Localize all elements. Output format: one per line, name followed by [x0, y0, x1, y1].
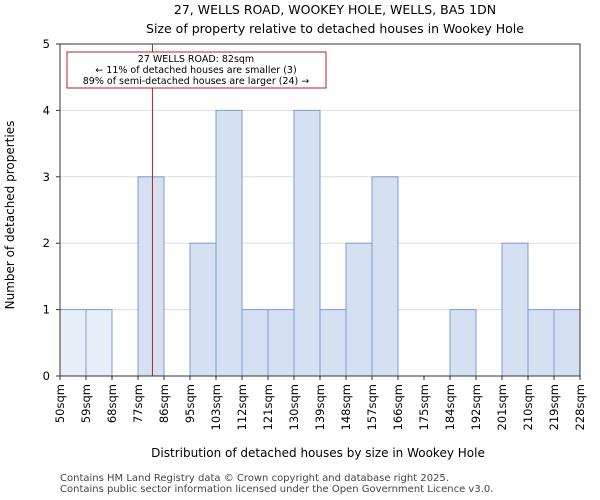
y-tick-label-0: 0	[43, 369, 50, 383]
bar-95sqm	[189, 242, 217, 377]
bars	[59, 109, 581, 377]
bar-59sqm	[85, 309, 113, 377]
x-tick-label-192sqm: 192sqm	[469, 384, 483, 430]
y-tick-label-3: 3	[43, 170, 50, 184]
x-axis-ticks: 50sqm 59sqm 68sqm 77sqm 86sqm 95sqm 103sqm 112s…	[53, 376, 587, 430]
bar-112sqm	[241, 309, 269, 377]
footer-line-2: Contains public sector information licen…	[60, 484, 494, 495]
x-tick-label-77sqm: 77sqm	[131, 384, 145, 423]
y-axis-label: Number of detached properties	[3, 121, 17, 310]
x-tick-label-95sqm: 95sqm	[183, 384, 197, 423]
x-tick-label-201sqm: 201sqm	[495, 384, 509, 430]
bar-121sqm	[267, 309, 295, 377]
bar-77sqm	[137, 176, 165, 377]
annotation-box: 27 WELLS ROAD: 82sqm ← 11% of detached h…	[66, 51, 327, 89]
bar-130sqm	[293, 109, 321, 377]
x-tick-label-157sqm: 157sqm	[365, 384, 379, 430]
x-tick-label-112sqm: 112sqm	[235, 384, 249, 430]
x-tick-label-175sqm: 175sqm	[417, 384, 431, 430]
x-tick-label-86sqm: 86sqm	[157, 384, 171, 423]
bar-219sqm	[553, 309, 581, 377]
x-tick-label-184sqm: 184sqm	[443, 384, 457, 430]
chart-subtitle: Size of property relative to detached ho…	[146, 21, 524, 36]
footer-line-1: Contains HM Land Registry data © Crown c…	[60, 473, 449, 484]
x-axis-label: Distribution of detached houses by size …	[151, 446, 485, 460]
bar-157sqm	[371, 176, 399, 377]
bar-201sqm	[501, 242, 529, 377]
x-tick-label-139sqm: 139sqm	[313, 384, 327, 430]
bar-103sqm	[215, 109, 243, 377]
y-tick-label-2: 2	[43, 236, 50, 250]
x-tick-label-59sqm: 59sqm	[79, 384, 93, 423]
x-tick-label-121sqm: 121sqm	[261, 384, 275, 430]
annotation-line-1: 27 WELLS ROAD: 82sqm	[138, 54, 254, 65]
x-tick-label-103sqm: 103sqm	[209, 384, 223, 430]
x-tick-label-219sqm: 219sqm	[547, 384, 561, 430]
bar-139sqm	[319, 309, 347, 377]
y-tick-label-1: 1	[43, 303, 50, 317]
chart-title: 27, WELLS ROAD, WOOKEY HOLE, WELLS, BA5 …	[174, 2, 496, 17]
y-tick-label-5: 5	[43, 37, 50, 51]
x-tick-label-50sqm: 50sqm	[53, 384, 67, 423]
x-tick-label-166sqm: 166sqm	[391, 384, 405, 430]
x-tick-label-228sqm: 228sqm	[573, 384, 587, 430]
x-tick-label-130sqm: 130sqm	[287, 384, 301, 430]
bar-210sqm	[527, 309, 555, 377]
y-axis-ticks: 0 1 2 3 4 5	[43, 37, 60, 383]
bar-50sqm	[59, 309, 87, 377]
bar-148sqm	[345, 242, 373, 377]
annotation-line-3: 89% of semi-detached houses are larger (…	[83, 76, 310, 87]
bar-184sqm	[449, 309, 477, 377]
y-tick-label-4: 4	[43, 103, 50, 117]
x-tick-label-148sqm: 148sqm	[339, 384, 353, 430]
x-tick-label-68sqm: 68sqm	[105, 384, 119, 423]
annotation-line-2: ← 11% of detached houses are smaller (3)	[95, 65, 296, 76]
plot-frame	[59, 43, 581, 377]
x-tick-label-210sqm: 210sqm	[521, 384, 535, 430]
